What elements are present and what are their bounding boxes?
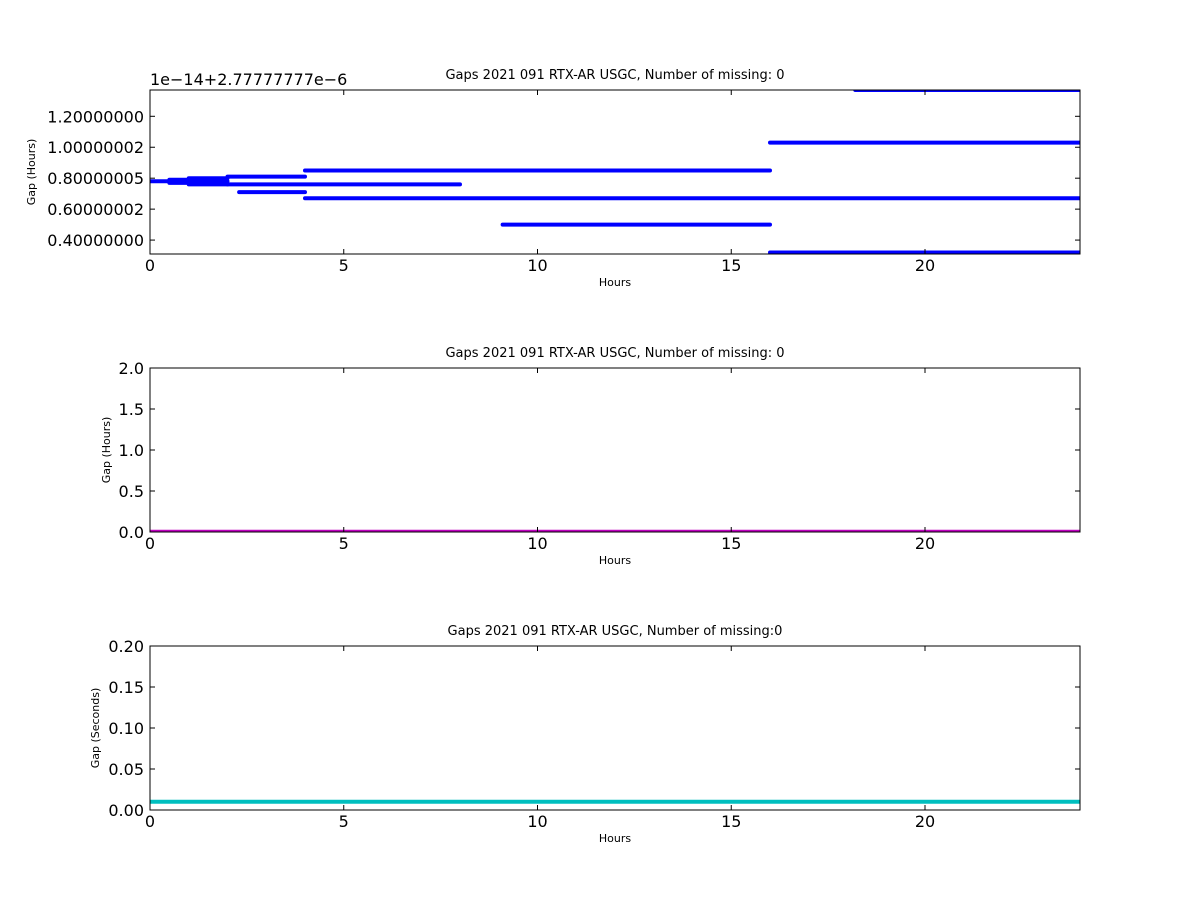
y-tick-label: 0.60000002 (47, 200, 144, 219)
chart-title: Gaps 2021 091 RTX-AR USGC, Number of mis… (445, 346, 784, 361)
y-tick-label: 0.15 (108, 678, 144, 697)
y-tick-label: 0.10 (108, 719, 144, 738)
chart-panel-2: 0 5 10 15 20 0.0 0.5 1.0 1.5 2.0 Gaps 2021 091 RTX… (100, 346, 1081, 567)
chart-title: Gaps 2021 091 RTX-AR USGC, Number of mis… (448, 624, 783, 639)
series-line (150, 90, 1080, 254)
y-tick-label: 1.5 (119, 400, 144, 419)
y-tick-label: 1.0 (119, 441, 144, 460)
axes-frame (149, 645, 1081, 811)
y-tick-label: 0.00 (108, 801, 144, 820)
x-tick-label: 20 (915, 534, 935, 553)
y-tick-label: 2.0 (119, 359, 144, 378)
x-tick-label: 5 (339, 812, 349, 831)
axes-frame (149, 367, 1081, 533)
y-tick-label: 0.20 (108, 637, 144, 656)
y-axis-label: Gap (Hours) (25, 139, 38, 206)
axis-offset-label: 1e−14+2.77777777e−6 (150, 70, 347, 89)
y-tick-label: 0.40000000 (47, 231, 144, 250)
x-axis-label: Hours (599, 276, 631, 289)
x-tick-label: 0 (145, 256, 155, 275)
x-tick-label: 20 (915, 812, 935, 831)
y-tick-label: 1.00000002 (47, 138, 144, 157)
x-tick-label: 5 (339, 534, 349, 553)
x-tick-label: 10 (527, 534, 547, 553)
y-tick-label: 0.80000005 (47, 169, 144, 188)
chart-panel-1: 0 5 10 15 20 0.40000000 0.60000002 0.80000005 1.… (25, 68, 1081, 289)
x-tick-label: 5 (339, 256, 349, 275)
y-tick-label: 0.05 (108, 760, 144, 779)
y-tick-label: 1.20000000 (47, 107, 144, 126)
x-tick-label: 15 (721, 256, 741, 275)
y-tick-label: 0.0 (119, 523, 144, 542)
y-tick-label: 0.5 (119, 482, 144, 501)
chart-panel-3: 0 5 10 15 20 0.00 0.05 0.10 0.15 0.20 Gaps 2021 09… (89, 624, 1081, 845)
x-tick-label: 15 (721, 812, 741, 831)
chart-title: Gaps 2021 091 RTX-AR USGC, Number of mis… (445, 68, 784, 83)
x-tick-label: 10 (527, 256, 547, 275)
y-axis-label: Gap (Hours) (100, 417, 113, 484)
x-tick-label: 0 (145, 534, 155, 553)
x-axis-label: Hours (599, 832, 631, 845)
y-axis-label: Gap (Seconds) (89, 688, 102, 769)
axes-frame (149, 89, 1081, 255)
x-tick-label: 15 (721, 534, 741, 553)
x-tick-label: 20 (915, 256, 935, 275)
x-tick-label: 10 (527, 812, 547, 831)
x-axis-label: Hours (599, 554, 631, 567)
x-tick-label: 0 (145, 812, 155, 831)
